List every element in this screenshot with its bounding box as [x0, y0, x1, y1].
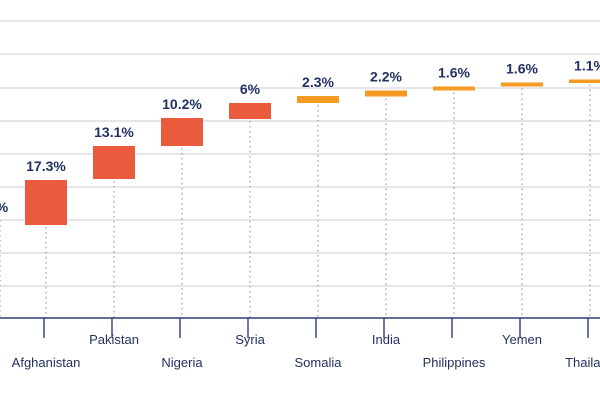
category-label-nigeria: Nigeria: [161, 355, 203, 370]
bar-afghanistan: [25, 180, 67, 225]
value-label-7: 1.6%: [438, 65, 470, 81]
category-label-somalia: Somalia: [295, 355, 343, 370]
bar-philippines: [433, 86, 475, 91]
bar-somalia: [297, 96, 339, 103]
bar-syria: [229, 103, 271, 119]
bar-thailand: [569, 79, 600, 83]
value-label-2: 13.1%: [94, 124, 134, 140]
category-label-philippines: Philippines: [423, 355, 486, 370]
category-label-thailand: Thailand: [565, 355, 600, 370]
dotted-guides: [0, 84, 591, 318]
value-label-6: 2.2%: [370, 69, 402, 85]
value-label-8: 1.6%: [506, 61, 538, 77]
category-label-syria: Syria: [235, 332, 265, 347]
value-label-4: 6%: [240, 81, 261, 97]
x-axis-layer: [0, 317, 600, 338]
value-label-9: 1.1%: [574, 58, 600, 74]
category-label-india: India: [372, 332, 401, 347]
value-label-0: %: [0, 199, 9, 215]
value-label-3: 10.2%: [162, 96, 202, 112]
value-label-5: 2.3%: [302, 74, 334, 90]
value-label-1: 17.3%: [26, 158, 66, 174]
category-labels-layer: Afghanistan Pakistan Nigeria Syria Somalia In…: [12, 332, 600, 370]
bar-nigeria: [161, 118, 203, 146]
category-label-pakistan: Pakistan: [89, 332, 139, 347]
bars-layer: [25, 79, 600, 225]
bar-yemen: [501, 82, 543, 87]
category-label-yemen: Yemen: [502, 332, 542, 347]
category-label-afghanistan: Afghanistan: [12, 355, 81, 370]
value-labels-layer: % 17.3% 13.1% 10.2% 6% 2.3% 2.2% 1.6% 1.6% 1.1%: [0, 58, 600, 216]
bar-india: [365, 90, 407, 97]
bar-pakistan: [93, 146, 135, 179]
